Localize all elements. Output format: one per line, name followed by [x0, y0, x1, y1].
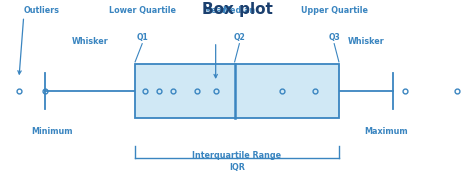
Text: Outliers: Outliers — [24, 6, 60, 15]
Text: Whisker: Whisker — [348, 37, 384, 46]
Text: Mean: Mean — [203, 6, 228, 15]
Text: Lower Quartile: Lower Quartile — [109, 6, 176, 15]
Text: Interquartile Range: Interquartile Range — [192, 151, 282, 160]
Text: Median: Median — [223, 6, 256, 15]
Text: Whisker: Whisker — [72, 37, 109, 46]
Text: Maximum: Maximum — [365, 127, 408, 136]
Text: IQR: IQR — [229, 163, 245, 172]
Text: Upper Quartile: Upper Quartile — [301, 6, 368, 15]
Text: Box plot: Box plot — [201, 2, 273, 17]
Text: Q3: Q3 — [328, 33, 340, 42]
Text: Q1: Q1 — [137, 33, 148, 42]
Text: Q2: Q2 — [234, 33, 245, 42]
Text: Minimum: Minimum — [31, 127, 73, 136]
FancyBboxPatch shape — [135, 64, 339, 118]
